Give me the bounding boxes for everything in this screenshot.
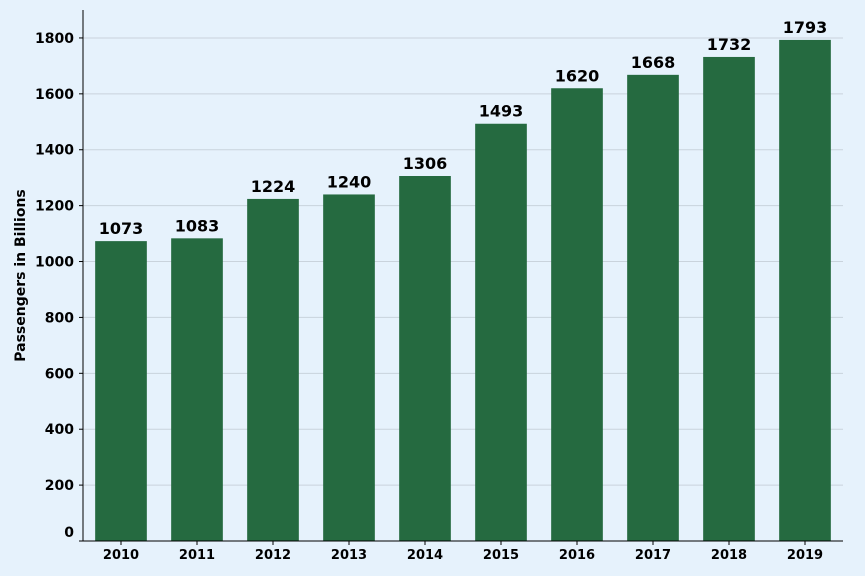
x-tick-label: 2019	[787, 548, 823, 563]
x-tick-labels: 2010 2011 2012 2013 2014 2015 2016 2017 2018 2019	[103, 548, 823, 563]
x-tick-label: 2010	[103, 548, 139, 563]
x-tick-label: 2014	[407, 548, 443, 563]
bar	[475, 123, 527, 541]
y-axis-label: Passengers in Billions	[13, 189, 29, 362]
y-tick-label: 1200	[35, 199, 74, 215]
x-tick-label: 2011	[179, 548, 215, 563]
data-label: 1240	[327, 172, 372, 191]
bar	[703, 56, 755, 542]
data-label: 1620	[555, 66, 600, 85]
data-labels: 1073 1083 1224 1240 1306 1493 1620 1668 1732 1793	[99, 18, 828, 238]
data-label: 1073	[99, 219, 144, 238]
bars	[95, 39, 831, 542]
y-tick-label: 1000	[35, 255, 74, 271]
x-tick-label: 2018	[711, 548, 747, 563]
axes	[79, 10, 843, 545]
bar	[627, 74, 679, 542]
data-label: 1493	[479, 102, 524, 121]
bar	[551, 88, 603, 542]
y-tick-label: 400	[45, 422, 74, 438]
data-label: 1732	[707, 35, 752, 54]
x-tick-label: 2016	[559, 548, 595, 563]
data-label: 1083	[175, 216, 220, 235]
x-tick-label: 2012	[255, 548, 291, 563]
data-label: 1306	[403, 154, 448, 173]
bar	[399, 176, 451, 541]
bar	[95, 241, 147, 541]
y-tick-label: 600	[45, 366, 74, 382]
data-label: 1224	[251, 177, 296, 196]
bar	[247, 198, 299, 542]
bar	[779, 39, 831, 541]
y-tick-label: 800	[45, 310, 74, 326]
x-tick-label: 2015	[483, 548, 519, 563]
y-tick-label: 1400	[35, 143, 74, 159]
y-tick-label: 0	[64, 525, 74, 541]
y-tick-label: 1600	[35, 87, 74, 103]
data-label: 1793	[783, 18, 828, 37]
bar	[171, 238, 223, 541]
data-label: 1668	[631, 53, 676, 72]
x-tick-label: 2017	[635, 548, 671, 563]
y-tick-label: 1800	[35, 31, 74, 47]
y-tick-label: 200	[45, 478, 74, 494]
bar	[323, 194, 375, 541]
y-tick-labels: 0 200 400 600 800 1000 1200 1400 1600 1800	[35, 31, 74, 541]
x-tick-label: 2013	[331, 548, 367, 563]
